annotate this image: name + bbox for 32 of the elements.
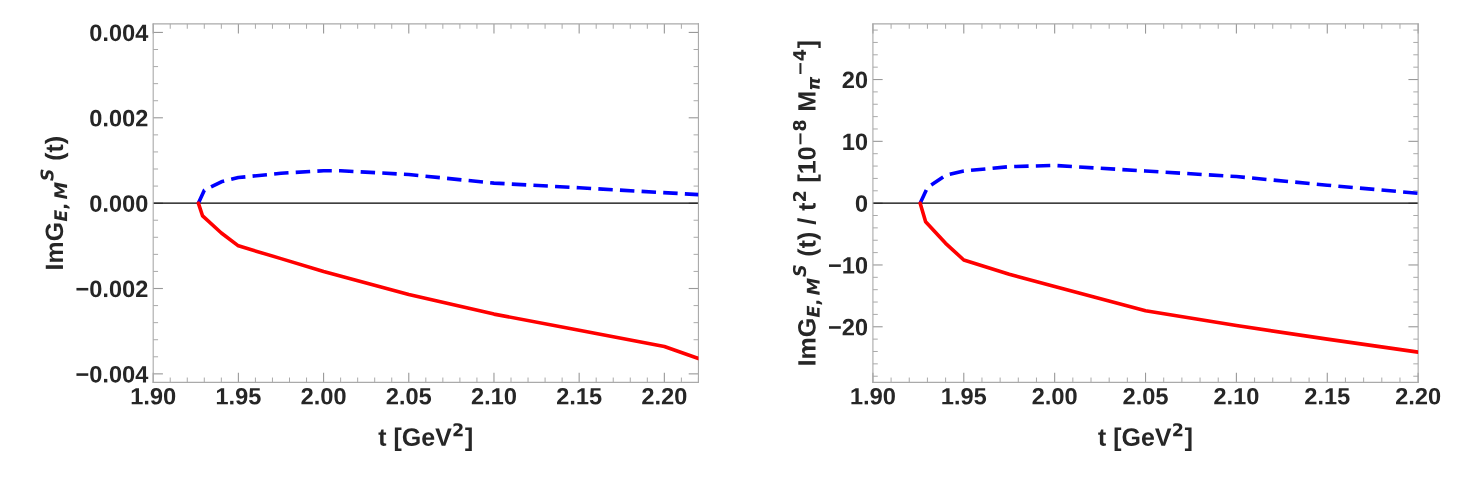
x-tick-label: 1.90 xyxy=(851,387,895,405)
x-tick-label: 2.10 xyxy=(471,387,516,405)
y-tick-label: 0.000 xyxy=(90,195,148,212)
x-axis-title: t [GeV$^{2}$] xyxy=(1098,423,1192,451)
y-tick-label: 0.004 xyxy=(90,24,149,42)
y-tick-label: −0.002 xyxy=(76,280,148,298)
x-tick-label: 1.95 xyxy=(216,387,261,405)
x-tick-label: 2.00 xyxy=(301,387,346,405)
line-series xyxy=(918,201,1419,354)
x-tick-label: 1.95 xyxy=(942,387,987,405)
x-tick-label: 2.15 xyxy=(557,387,602,405)
x-tick-label: 2.05 xyxy=(1123,387,1168,405)
y-tick-label: 20 xyxy=(842,71,868,89)
x-tick-label: 2.15 xyxy=(1305,387,1350,405)
x-tick-label: 2.05 xyxy=(386,387,432,405)
x-axis-title: t [GeV$^{2}$] xyxy=(378,423,472,451)
x-tick-label: 2.20 xyxy=(1395,387,1441,405)
y-tick-label: −20 xyxy=(828,318,868,336)
x-tick-label: 2.20 xyxy=(642,387,687,405)
line-series xyxy=(196,168,699,205)
y-tick-label: 10 xyxy=(843,133,868,151)
y-tick-label: −0.004 xyxy=(76,365,149,383)
x-tick-label: 2.10 xyxy=(1214,387,1259,405)
x-tick-label: 2.00 xyxy=(1032,387,1077,405)
x-tick-label: 1.90 xyxy=(131,387,176,405)
y-axis-title: ImG$_{E,M}$$^{S}$ (t) xyxy=(40,137,70,269)
y-tick-label: 0.002 xyxy=(90,109,148,127)
line-series xyxy=(196,201,699,361)
y-tick-label: −10 xyxy=(828,257,868,274)
y-tick-label: 0 xyxy=(855,195,868,212)
text: ImG$_{E,M}$$^{S}$ (t) / t$^{2}$ [10$^{−8}$ M$_{π}$$^{−4}$] xyxy=(792,41,823,365)
line-series xyxy=(918,163,1419,205)
